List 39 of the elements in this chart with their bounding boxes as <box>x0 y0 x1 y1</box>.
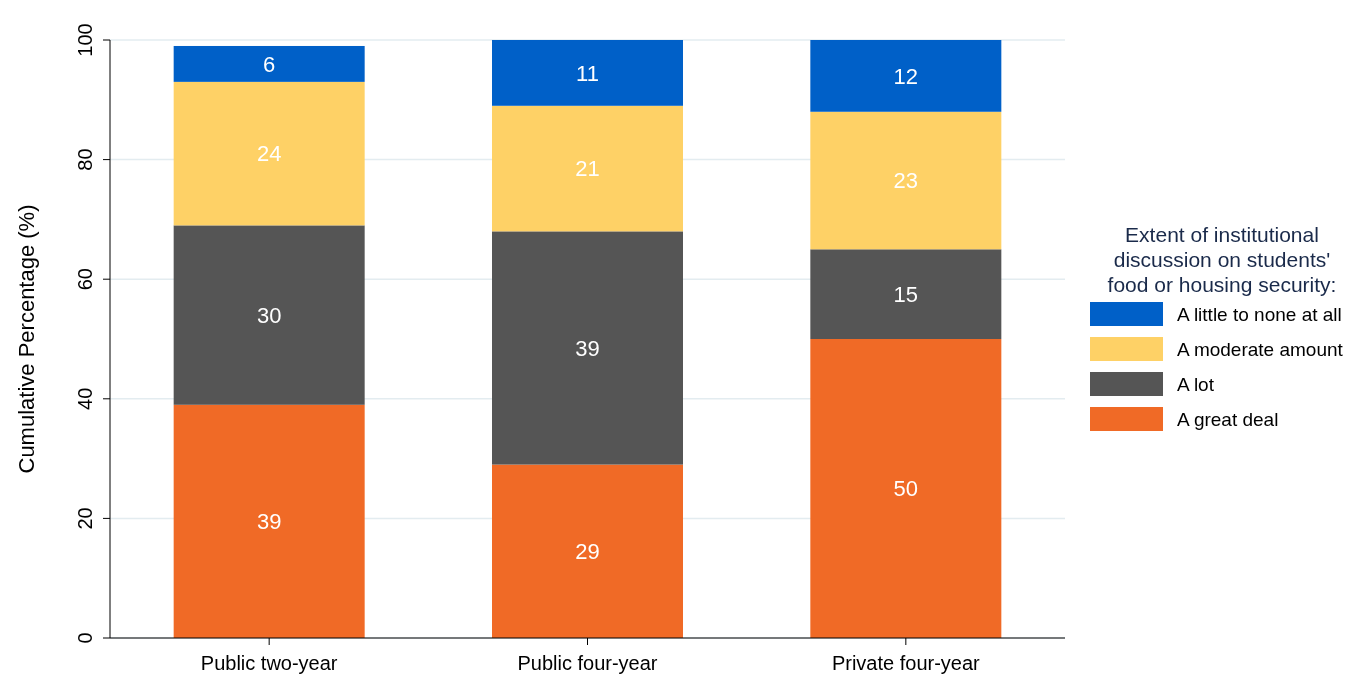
bar <box>810 249 1002 339</box>
data-label: 12 <box>893 63 919 89</box>
bar <box>810 111 1002 250</box>
legend-label: A great deal <box>1177 408 1279 430</box>
y-tick-label: 20 <box>74 507 96 530</box>
data-label: 50 <box>893 476 919 502</box>
data-label: 11 <box>576 60 599 86</box>
data-label: 29 <box>575 538 600 564</box>
data-label: 6 <box>263 51 276 77</box>
data-label: 24 <box>256 141 282 167</box>
data-label: 30 <box>256 302 282 328</box>
y-tick-label: 40 <box>74 387 96 410</box>
legend-title: Extent of institutional discussion on students' food or housing security: <box>1107 223 1337 296</box>
x-tick-label: Public two-year <box>200 652 338 674</box>
bar <box>173 404 365 638</box>
legend-label: A little to none at all <box>1177 303 1342 325</box>
legend-label: A lot <box>1177 373 1215 395</box>
legend-label: A moderate amount <box>1177 338 1344 360</box>
y-axis-title: Cumulative Percentage (%) <box>14 204 39 474</box>
data-label: 23 <box>893 168 919 194</box>
data-label: 15 <box>893 281 919 307</box>
bar <box>492 105 683 232</box>
data-label: 39 <box>575 335 600 361</box>
bar <box>173 45 365 82</box>
bar <box>173 225 365 405</box>
data-label: 21 <box>575 156 600 182</box>
data-label: 39 <box>256 509 282 535</box>
y-tick-label: 80 <box>74 148 96 171</box>
y-tick-label: 0 <box>74 632 96 644</box>
bar <box>492 40 683 106</box>
y-tick-label: 60 <box>74 268 96 291</box>
y-tick-label: 100 <box>74 23 96 57</box>
bar <box>173 81 365 226</box>
bar <box>492 231 683 465</box>
bar <box>810 339 1002 638</box>
bar <box>492 464 683 638</box>
x-tick-label: Public four-year <box>517 652 658 674</box>
x-tick-label: Private four-year <box>831 652 981 674</box>
bar <box>810 40 1002 112</box>
